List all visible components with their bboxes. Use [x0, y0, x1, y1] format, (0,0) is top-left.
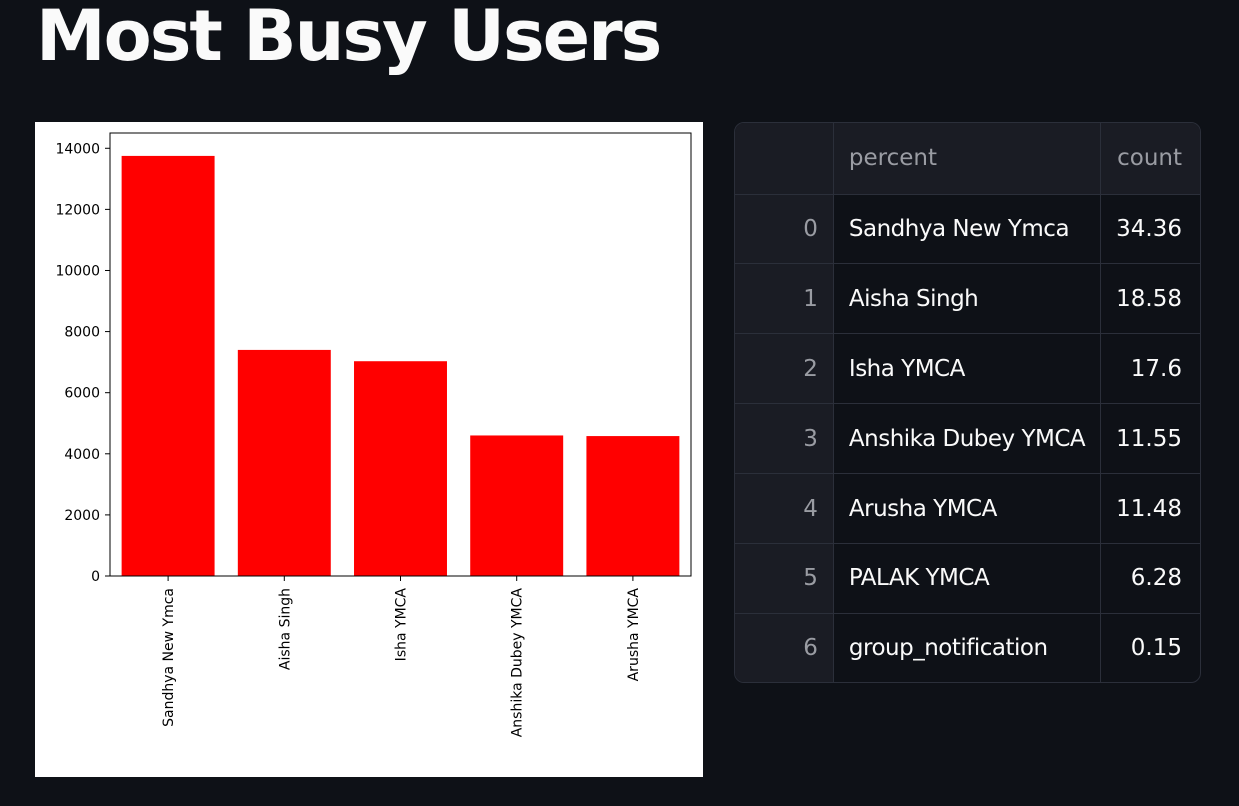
bar-4: [586, 436, 680, 576]
user-name-cell: PALAK YMCA: [833, 543, 1102, 614]
row-index-cell: 2: [735, 333, 834, 405]
count-cell: 18.58: [1100, 263, 1200, 335]
column-header-count[interactable]: count: [1100, 123, 1200, 195]
user-name-cell: group_notification: [833, 613, 1102, 682]
count-cell: 11.48: [1100, 473, 1200, 544]
count-cell: 34.36: [1100, 194, 1200, 265]
table-row[interactable]: 6 group_notification 0.15: [735, 613, 1200, 682]
users-table: percent count 0 Sandhya New Ymca 34.36 1 Ais…: [735, 123, 1200, 682]
y-tick-label-5: 10000: [55, 263, 100, 279]
column-header-percent[interactable]: percent: [833, 123, 1102, 195]
y-tick-label-7: 14000: [55, 141, 100, 157]
count-cell: 6.28: [1100, 543, 1200, 614]
y-tick-label-1: 2000: [64, 508, 100, 524]
y-tick-label-6: 12000: [55, 202, 100, 218]
user-name-cell: Aisha Singh: [833, 263, 1102, 335]
x-tick-label-0: Sandhya New Ymca: [161, 588, 177, 727]
table-row[interactable]: 5 PALAK YMCA 6.28: [735, 543, 1200, 614]
row-index-cell: 5: [735, 543, 834, 614]
x-tick-label-1: Aisha Singh: [277, 588, 293, 670]
bar-2: [354, 361, 447, 576]
row-index-cell: 4: [735, 473, 834, 544]
bar-chart-svg: 0 2000 4000 6000 8000 10000 12000 14000 Sandhya …: [55, 132, 692, 738]
user-name-cell: Anshika Dubey YMCA: [833, 403, 1102, 475]
column-header-index[interactable]: [735, 123, 834, 195]
y-tick-label-4: 8000: [64, 325, 100, 341]
row-index-cell: 3: [735, 403, 834, 475]
y-tick-label-2: 4000: [64, 447, 100, 463]
table-row[interactable]: 4 Arusha YMCA 11.48: [735, 473, 1200, 544]
bar-0: [121, 155, 215, 576]
table-row[interactable]: 2 Isha YMCA 17.6: [735, 333, 1200, 405]
user-name-cell: Sandhya New Ymca: [833, 194, 1102, 265]
count-cell: 11.55: [1100, 403, 1200, 475]
page-title: Most Busy Users: [36, 0, 662, 77]
y-tick-label-0: 0: [91, 569, 100, 585]
table-row[interactable]: 3 Anshika Dubey YMCA 11.55: [735, 403, 1200, 475]
row-index-cell: 0: [735, 194, 834, 265]
user-name-cell: Arusha YMCA: [833, 473, 1102, 544]
bar-1: [237, 349, 331, 576]
table-row[interactable]: 0 Sandhya New Ymca 34.36: [735, 194, 1200, 265]
dataframe[interactable]: percent count 0 Sandhya New Ymca 34.36 1 Ais…: [734, 122, 1201, 683]
table-row[interactable]: 1 Aisha Singh 18.58: [735, 263, 1200, 335]
x-tick-label-2: Isha YMCA: [394, 588, 410, 662]
table-body: 0 Sandhya New Ymca 34.36 1 Aisha Singh 18.58 2…: [735, 194, 1200, 682]
x-tick-label-3: Anshika Dubey YMCA: [510, 588, 526, 738]
bar-chart: 0 2000 4000 6000 8000 10000 12000 14000 Sandhya …: [35, 122, 703, 777]
row-index-cell: 6: [735, 613, 834, 682]
count-cell: 17.6: [1100, 333, 1200, 405]
user-name-cell: Isha YMCA: [833, 333, 1102, 405]
table-header-row: percent count: [735, 123, 1200, 195]
row-index-cell: 1: [735, 263, 834, 335]
y-tick-label-3: 6000: [64, 386, 100, 402]
count-cell: 0.15: [1130, 634, 1182, 661]
bar-3: [470, 435, 564, 576]
x-tick-label-4: Arusha YMCA: [626, 588, 642, 682]
